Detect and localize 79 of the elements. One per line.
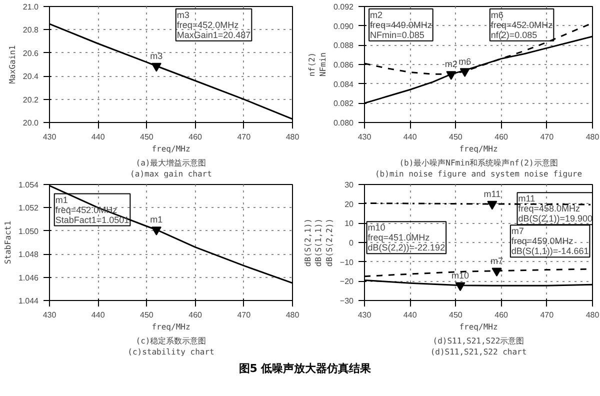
y-tick-label: 1.044 (18, 296, 40, 306)
annotation: m6 freq=452.0MHz nf(2)=0.085 (490, 10, 554, 40)
x-tick-label: 450 (449, 310, 463, 320)
x-tick-label: 430 (358, 310, 372, 320)
y-tick-label: 20 (344, 200, 354, 209)
x-tick-label: 480 (286, 310, 300, 320)
text: (b)min noise figure and system noise figure (374, 170, 582, 178)
annotation: m7 freq=459.0MHz dB(S(1,1))=-14.661 (511, 226, 589, 256)
caption: 图5 低噪声放大器仿真结果 (238, 361, 372, 377)
y-tick-label: 0.086 (333, 60, 354, 70)
y-axis-title: MaxGain1 (8, 45, 17, 84)
x-tick-label: 470 (540, 132, 554, 142)
x-tick-label: 430 (358, 132, 372, 142)
x-tick-label: 460 (494, 132, 509, 142)
annotation: m11 (484, 189, 501, 200)
annotation: m10 (452, 270, 470, 280)
y-tick-label: 1.048 (18, 250, 40, 260)
annotation: m1 (150, 214, 163, 225)
text: (c)stability chart (128, 348, 215, 356)
y-tick-label: 1.052 (18, 204, 40, 213)
y-tick-label: 0.080 (333, 118, 354, 128)
x-tick-label: 450 (140, 310, 154, 320)
x-tick-label: 430 (42, 132, 57, 142)
y-tick-label: 20.4 (22, 72, 40, 82)
y-axis-title: StabFact1 (3, 220, 12, 264)
y-tick-label: −30 (340, 296, 354, 306)
x-tick-label: 470 (237, 132, 252, 142)
x-tick-label: 460 (494, 310, 509, 320)
annotation: m3 freq=452.0MHz MaxGain1=20.487 (176, 10, 251, 40)
x-tick-label: 450 (449, 132, 463, 142)
y-tick-label: 1.046 (18, 273, 40, 282)
text: (a)最大增益示意图 (136, 158, 206, 168)
x-tick-label: 480 (586, 132, 600, 142)
y-tick-label: 0.090 (333, 22, 354, 31)
y-tick-label: 20.2 (22, 95, 40, 104)
y-tick-label: 21.0 (22, 2, 40, 12)
text: (d)S11,S21,S22示意图 (432, 336, 524, 346)
text: (c)稳定系数示意图 (136, 336, 206, 346)
x-tick-label: 480 (586, 310, 600, 320)
y-tick-label: 1.050 (18, 226, 40, 236)
y-tick-label: −10 (340, 258, 354, 267)
text: (d)S11,S21,S22 chart (430, 348, 527, 356)
annotation: m2 freq=449.0MHz NFmin=0.085 (370, 10, 432, 40)
y-tick-label: 1.054 (18, 180, 40, 190)
y-tick-label: 20.8 (22, 26, 40, 35)
x-tick-label: 440 (403, 132, 418, 142)
x-axis-title: freq/MHz (459, 322, 498, 332)
annotation: m2 (444, 59, 458, 70)
y-axis-title: nf(2) NFmin (308, 52, 328, 77)
annotation: m3 (150, 51, 163, 62)
x-axis-title: freq/MHz (152, 144, 190, 154)
x-tick-label: 450 (140, 132, 154, 142)
y-tick-label: −20 (340, 277, 354, 286)
annotation: m7 (490, 256, 504, 266)
x-tick-label: 460 (188, 310, 203, 320)
annotation: m10 freq=451.0MHz dB(S(2,2))=-22.192 (368, 222, 446, 253)
y-tick-label: 20.0 (22, 118, 40, 128)
text: (b)最小噪声NFmin和系统噪声nf(2)示意图 (399, 158, 558, 168)
y-tick-label: 30 (344, 180, 354, 190)
x-tick-label: 440 (91, 132, 106, 142)
text: (a)max gain chart (130, 170, 212, 178)
x-tick-label: 460 (188, 132, 203, 142)
x-tick-label: 470 (540, 310, 554, 320)
x-tick-label: 470 (237, 310, 252, 320)
y-tick-label: 0.084 (333, 80, 354, 89)
y-tick-label: 0.088 (333, 41, 354, 50)
y-tick-label: 0 (349, 238, 354, 248)
x-tick-label: 480 (286, 132, 300, 142)
x-axis-title: freq/MHz (459, 144, 498, 154)
x-tick-label: 440 (403, 310, 418, 320)
y-tick-label: 10 (344, 219, 354, 228)
x-tick-label: 440 (91, 310, 106, 320)
y-axis-title: dB(S(2,1)) dB(S(1,1)) dB(S(2,2)) (303, 218, 334, 267)
y-tick-label: 0.092 (333, 2, 354, 12)
x-axis-title: freq/MHz (152, 322, 190, 332)
y-tick-label: 20.6 (22, 48, 40, 58)
x-tick-label: 430 (42, 310, 57, 320)
y-tick-label: 0.082 (333, 99, 354, 108)
annotation: m6 (458, 56, 472, 66)
